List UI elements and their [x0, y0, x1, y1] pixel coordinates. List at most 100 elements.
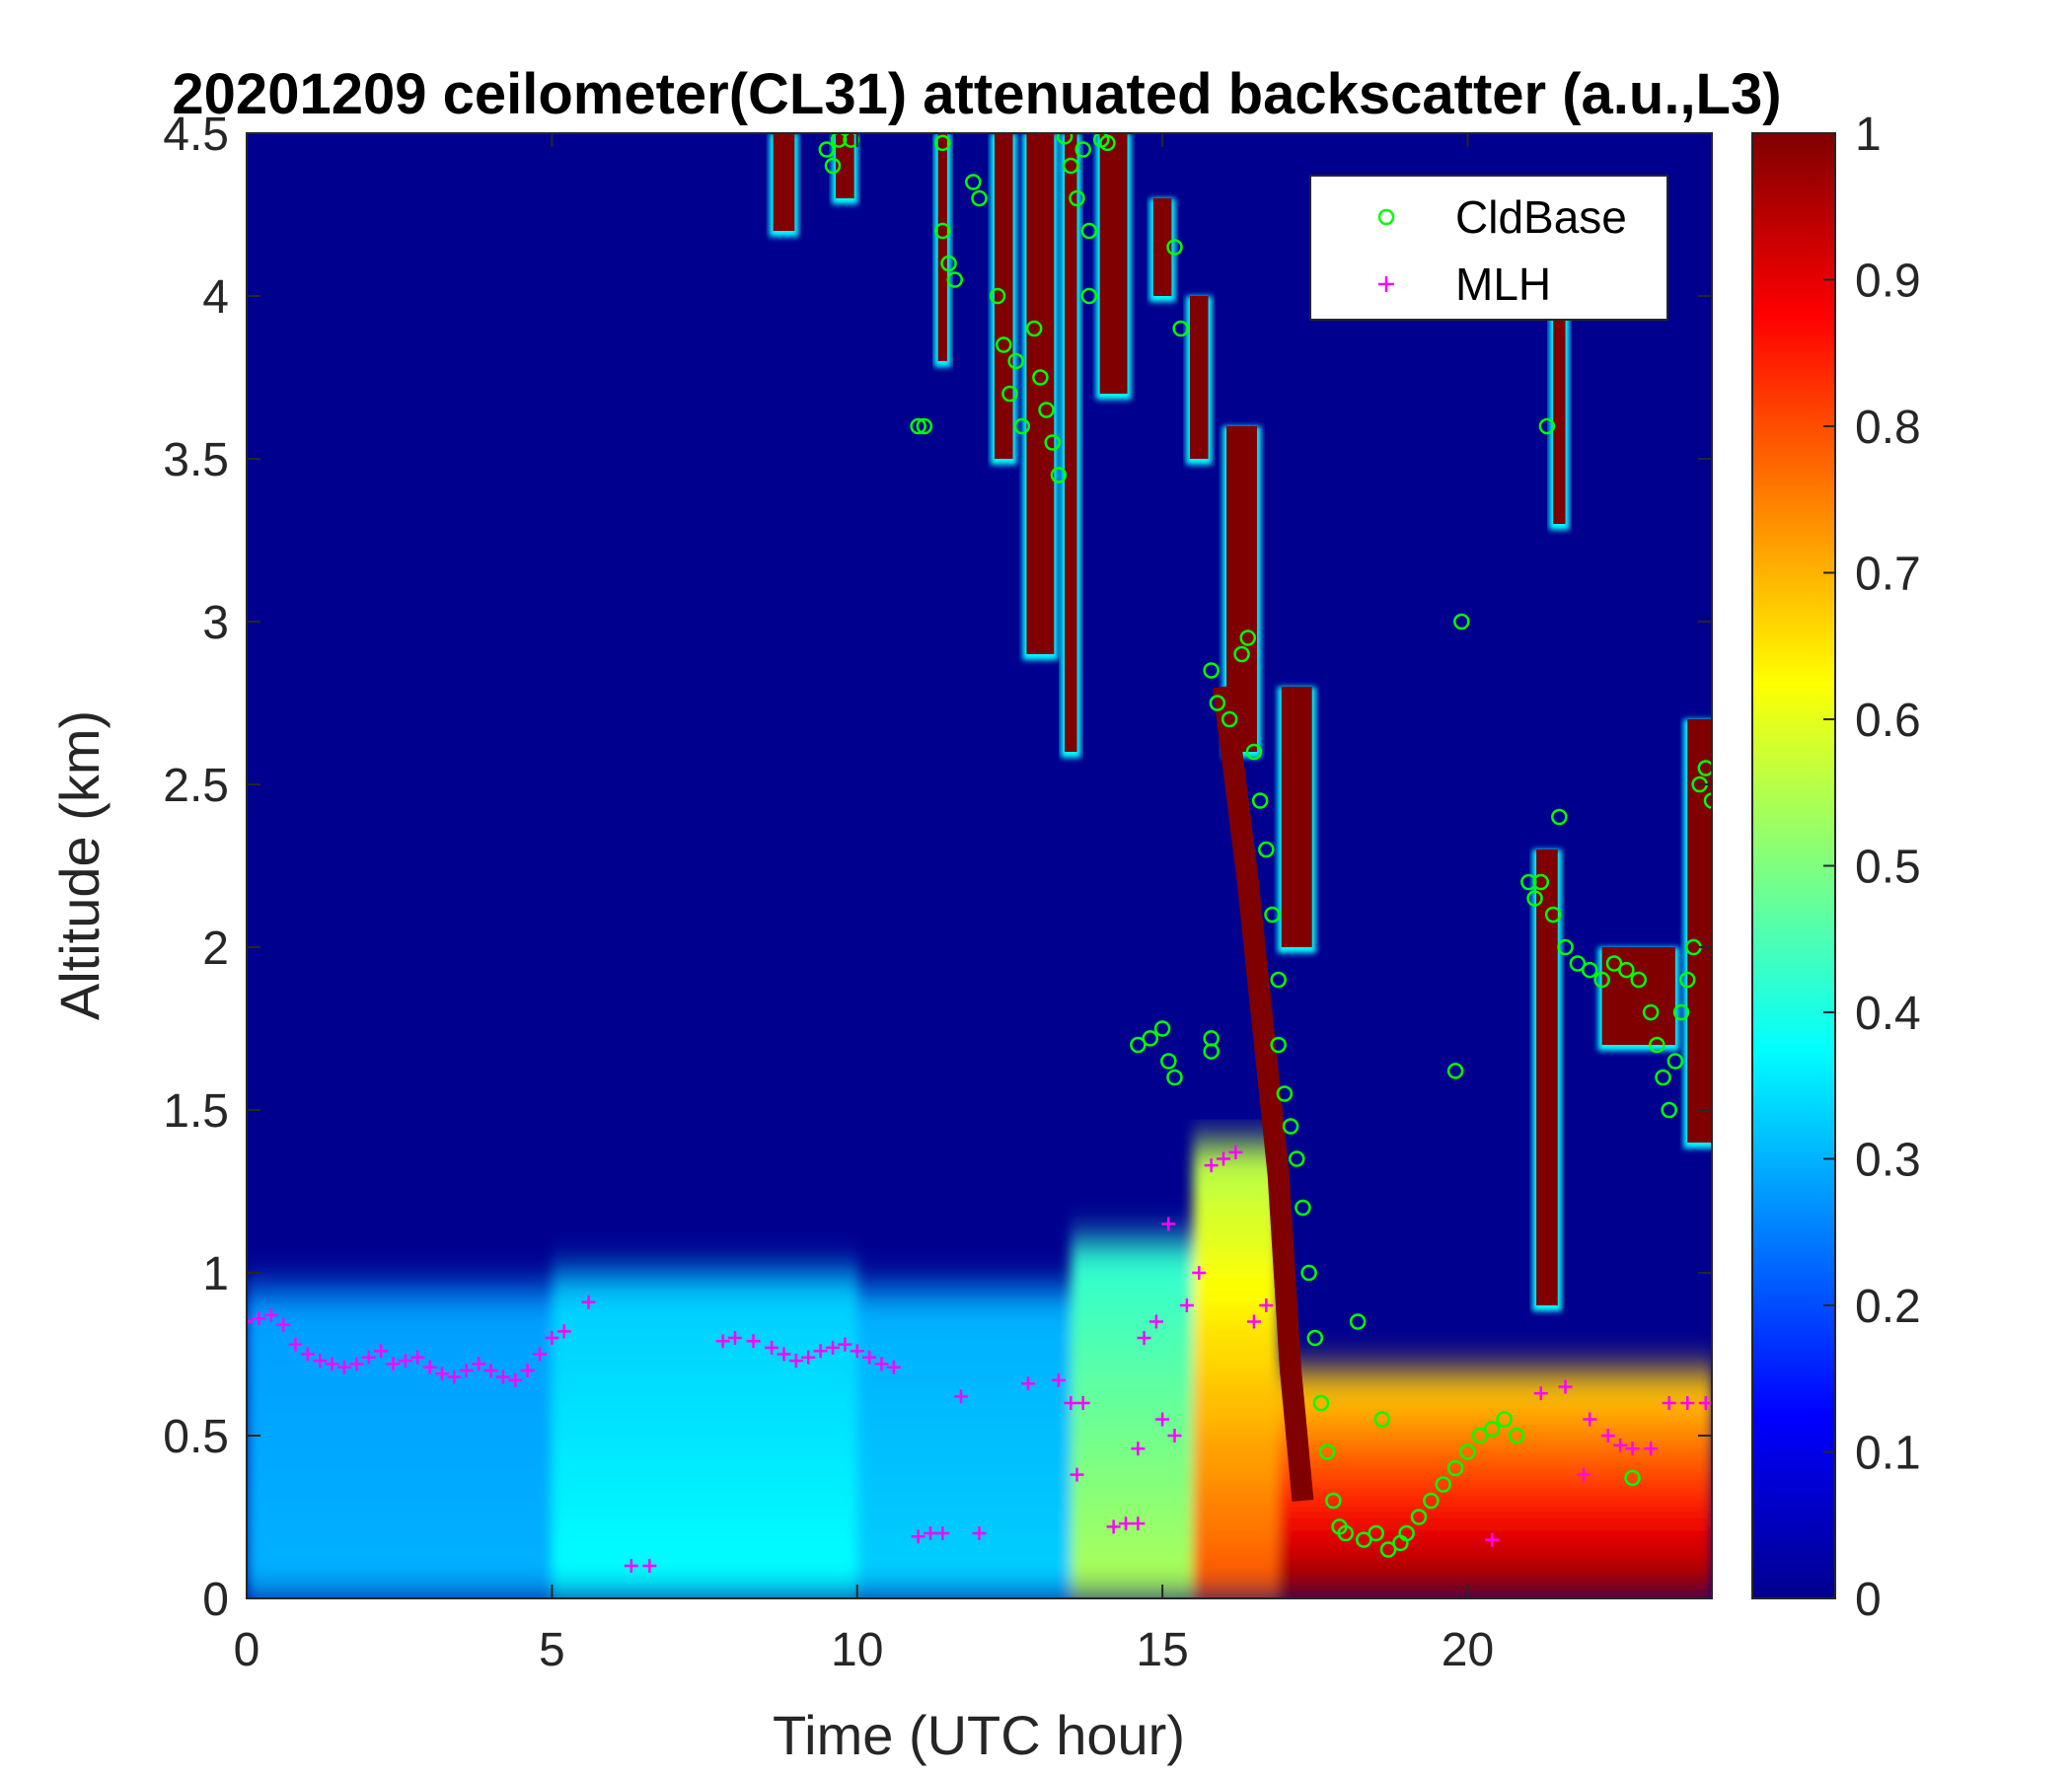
- colorbar-tick-label: 0.3: [1855, 1135, 1921, 1187]
- boundary-layer-cell: [856, 1327, 1073, 1368]
- cldbase-point: [1325, 1492, 1342, 1510]
- cldbase-point: [1593, 971, 1610, 989]
- x-tick-label: 10: [831, 1624, 883, 1676]
- cldbase-point: [1069, 189, 1085, 207]
- colorbar-tick-label: 1: [1855, 109, 1882, 161]
- mlh-point: [247, 1314, 254, 1329]
- cldbase-point: [1618, 961, 1635, 979]
- mlh-point: [801, 1350, 816, 1365]
- cloud-streak: [1281, 687, 1312, 947]
- mlh-point: [777, 1347, 791, 1362]
- boundary-layer-cell: [1071, 1463, 1195, 1511]
- x-tick-label: 0: [234, 1624, 260, 1676]
- mlh-point: [410, 1350, 425, 1365]
- cldbase-point: [1056, 133, 1073, 145]
- mlh-point: [826, 1340, 840, 1355]
- colorbar-tick-label: 0.2: [1855, 1281, 1921, 1333]
- mlh-point: [1577, 1467, 1591, 1482]
- cldbase-point: [1306, 1329, 1324, 1347]
- mlh-point: [1064, 1396, 1078, 1410]
- cldbase-point: [1172, 320, 1189, 337]
- cloud-streak: [836, 133, 854, 198]
- mlh-point: [1259, 1298, 1274, 1312]
- cldbase-point: [1130, 1036, 1147, 1054]
- cldbase-point: [1661, 1101, 1677, 1119]
- mlh-point: [263, 1307, 278, 1322]
- mlh-point: [1246, 1314, 1261, 1329]
- boundary-layer-cell: [1193, 1313, 1280, 1371]
- y-tick-label: 1.5: [163, 1085, 229, 1138]
- x-tick-label: 20: [1442, 1624, 1494, 1676]
- mlh-point: [386, 1357, 401, 1371]
- cldbase-point: [934, 134, 951, 152]
- y-tick-label: 3.5: [163, 434, 229, 486]
- mlh-point: [349, 1357, 364, 1371]
- colorbar: 0 0.1 0.2 0.3 0.4 0.5 0.6 0.7 0.8 0.9 1: [1751, 109, 1921, 1626]
- mlh-point: [422, 1360, 437, 1374]
- mlh-point: [1583, 1412, 1597, 1427]
- mlh-point: [520, 1364, 535, 1377]
- cloud-streak: [1553, 296, 1566, 524]
- cldbase-point: [1239, 629, 1256, 646]
- cldbase-point: [1446, 1459, 1464, 1477]
- mlh-point: [1644, 1442, 1659, 1456]
- cldbase-point: [1337, 1524, 1354, 1542]
- cldbase-point: [996, 336, 1012, 353]
- cldbase-point: [1379, 1541, 1397, 1558]
- cldbase-point: [1251, 792, 1269, 809]
- plot-area: [247, 133, 1712, 1598]
- cldbase-point: [1203, 1043, 1220, 1060]
- mlh-point: [435, 1367, 449, 1381]
- boundary-layer-cell: [247, 1366, 554, 1407]
- mlh-point: [1600, 1429, 1615, 1443]
- boundary-layer-cell: [247, 1443, 554, 1484]
- x-axis-label: Time (UTC hour): [773, 1704, 1185, 1766]
- mlh-point: [1167, 1429, 1182, 1443]
- legend-cldbase-label: CldBase: [1455, 191, 1627, 243]
- cldbase-point: [1349, 1313, 1367, 1330]
- boundary-layer-cell: [247, 1482, 554, 1522]
- mlh-point: [533, 1347, 547, 1362]
- boundary-layer-cell: [552, 1517, 858, 1559]
- y-tick-label: 4.5: [163, 109, 229, 161]
- cldbase-point: [818, 141, 836, 158]
- cldbase-point: [1074, 141, 1091, 158]
- cloud-streak: [1152, 198, 1172, 296]
- cldbase-point: [1532, 873, 1549, 891]
- legend-mlh-label: MLH: [1455, 259, 1551, 310]
- cldbase-point: [1289, 1150, 1305, 1167]
- boundary-layer-cell: [247, 1405, 554, 1445]
- colorbar-ticks: 0 0.1 0.2 0.3 0.4 0.5 0.6 0.7 0.8 0.9 1: [1823, 109, 1921, 1626]
- mlh-point: [1217, 1151, 1230, 1166]
- mlh-point: [1119, 1517, 1133, 1531]
- cldbase-point: [1410, 1509, 1428, 1525]
- cldbase-point: [1398, 1524, 1415, 1542]
- legend: CldBase MLH: [1309, 175, 1668, 321]
- mlh-point: [325, 1357, 339, 1371]
- mlh-point: [447, 1369, 462, 1384]
- colorbar-tick-label: 0.8: [1855, 402, 1921, 454]
- boundary-layer-cell: [1071, 1240, 1195, 1287]
- cldbase-point: [1044, 434, 1061, 451]
- cldbase-point: [1679, 971, 1696, 989]
- cldbase-point: [1630, 971, 1647, 989]
- boundary-layer-cell: [1278, 1484, 1712, 1515]
- cldbase-point: [1520, 873, 1537, 891]
- y-tick-label: 4: [202, 271, 229, 324]
- mlh-point: [374, 1344, 389, 1359]
- colorbar-tick-label: 0.9: [1855, 256, 1921, 308]
- cldbase-point: [946, 271, 963, 288]
- cldbase-point: [971, 189, 988, 207]
- cldbase-point: [910, 417, 926, 435]
- cldbase-point: [1025, 320, 1043, 337]
- mlh-point: [398, 1354, 412, 1369]
- mlh-point: [935, 1526, 950, 1540]
- cldbase-point: [1264, 906, 1281, 924]
- boundary-layer-cell: [856, 1559, 1073, 1598]
- cloud-streak: [1026, 133, 1055, 654]
- cldbase-point: [1080, 222, 1098, 240]
- cldbase-point: [1221, 710, 1238, 728]
- boundary-layer-cell: [856, 1520, 1073, 1561]
- boundary-layer-cell: [1071, 1374, 1195, 1421]
